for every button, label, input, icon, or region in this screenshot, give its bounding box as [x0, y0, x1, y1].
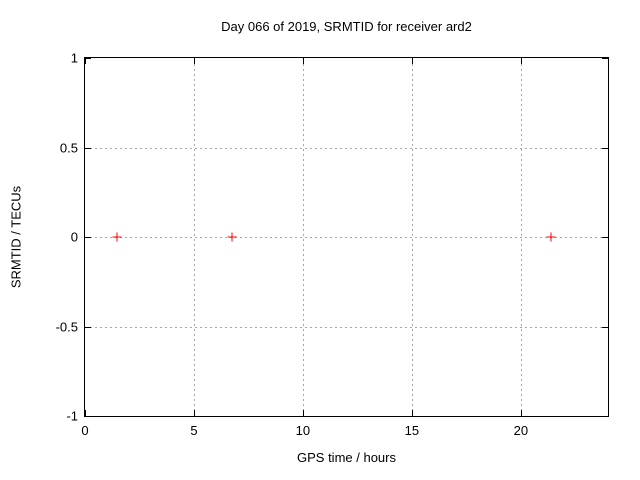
y-tick-label: 0.5: [59, 140, 78, 155]
y-tick-mark: [85, 58, 91, 59]
y-gridline: [85, 237, 608, 238]
y-tick-mark: [85, 416, 91, 417]
y-tick-mark: [602, 237, 608, 238]
data-point-marker: [546, 232, 556, 242]
y-gridline: [85, 326, 608, 328]
x-tick-mark: [85, 410, 86, 416]
y-tick-mark: [602, 147, 608, 149]
y-tick-mark: [85, 326, 91, 328]
x-tick-label: 5: [190, 423, 198, 438]
marker-vertical-bar: [231, 232, 233, 242]
x-tick-mark: [411, 58, 413, 64]
x-tick-mark: [411, 410, 413, 416]
x-tick-label: 0: [81, 423, 89, 438]
marker-vertical-bar: [550, 232, 552, 242]
y-axis-title: SRMTID / TECUs: [8, 185, 24, 289]
y-tick-label: 1: [70, 50, 78, 66]
data-point-marker: [112, 232, 122, 242]
y-tick-mark: [602, 58, 608, 59]
x-tick-mark: [520, 410, 522, 416]
chart-title: Day 066 of 2019, SRMTID for receiver ard…: [221, 19, 472, 34]
x-tick-label: 10: [295, 423, 311, 438]
data-point-marker: [227, 232, 237, 242]
plot-area: 0 5 10 15 20 -1 -0.5 0 0.5 1: [56, 51, 609, 438]
y-tick-mark: [85, 237, 91, 238]
x-axis-title: GPS time / hours: [297, 450, 396, 465]
x-tick-mark: [193, 58, 195, 64]
y-tick-mark: [602, 326, 608, 328]
x-tick-label: 20: [513, 423, 529, 438]
x-tick-mark: [302, 58, 304, 64]
y-tick-label: 0: [70, 229, 78, 245]
x-tick-label: 15: [404, 423, 420, 438]
x-tick-mark: [85, 58, 86, 64]
x-tick-mark: [520, 58, 522, 64]
y-gridline: [85, 147, 608, 149]
x-tick-mark: [302, 410, 304, 416]
y-tick-mark: [85, 147, 91, 149]
x-tick-mark: [193, 410, 195, 416]
y-tick-label: -0.5: [55, 319, 78, 334]
marker-vertical-bar: [116, 232, 118, 242]
y-tick-label: -1: [66, 408, 78, 424]
y-tick-mark: [602, 416, 608, 417]
